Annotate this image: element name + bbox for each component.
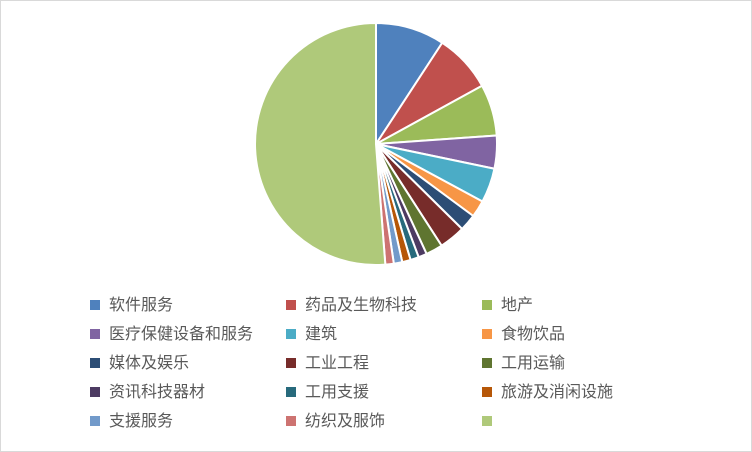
legend-swatch	[286, 329, 296, 339]
legend-item: 软件服务	[90, 294, 173, 316]
legend-swatch	[482, 416, 492, 426]
legend-label: 工用支援	[305, 382, 370, 401]
legend-item: 药品及生物科技	[286, 294, 417, 316]
legend-swatch	[286, 358, 296, 368]
legend-item: 支援服务	[90, 410, 173, 432]
legend-item: 地产	[482, 294, 533, 316]
legend-swatch	[90, 416, 100, 426]
legend-swatch	[482, 329, 492, 339]
legend-label: 纺织及服饰	[305, 411, 386, 430]
legend-swatch	[90, 329, 100, 339]
legend-swatch	[90, 300, 100, 310]
legend-swatch	[90, 387, 100, 397]
legend-label: 工业工程	[305, 353, 370, 372]
legend-swatch	[286, 387, 296, 397]
legend-label: 建筑	[305, 324, 338, 343]
legend-item: 媒体及娱乐	[90, 352, 189, 374]
legend-item: 医疗保健设备和服务	[90, 323, 253, 345]
legend-swatch	[482, 387, 492, 397]
pie-slice-14	[254, 22, 387, 266]
legend-item: 纺织及服饰	[286, 410, 385, 432]
legend-label: 药品及生物科技	[305, 295, 418, 314]
legend-item: 资讯科技器材	[90, 381, 205, 403]
legend-label: 地产	[501, 295, 534, 314]
legend-label: 食物饮品	[501, 324, 566, 343]
legend-swatch	[286, 300, 296, 310]
legend-label: 支援服务	[109, 411, 174, 430]
legend-item: 建筑	[286, 323, 337, 345]
legend-label: 旅游及消闲设施	[501, 382, 614, 401]
legend-item: 工用支援	[286, 381, 369, 403]
legend-label: 医疗保健设备和服务	[109, 324, 254, 343]
legend-swatch	[482, 358, 492, 368]
legend-label: 媒体及娱乐	[109, 353, 190, 372]
legend-label: 工用运输	[501, 353, 566, 372]
legend-swatch	[482, 300, 492, 310]
legend-label: 资讯科技器材	[109, 382, 206, 401]
legend-item	[482, 410, 501, 432]
legend-swatch	[286, 416, 296, 426]
legend-item: 工业工程	[286, 352, 369, 374]
legend-item: 工用运输	[482, 352, 565, 374]
legend-swatch	[90, 358, 100, 368]
legend-item: 食物饮品	[482, 323, 565, 345]
pie-slices	[254, 22, 499, 266]
legend-label: 软件服务	[109, 295, 174, 314]
legend-item: 旅游及消闲设施	[482, 381, 613, 403]
